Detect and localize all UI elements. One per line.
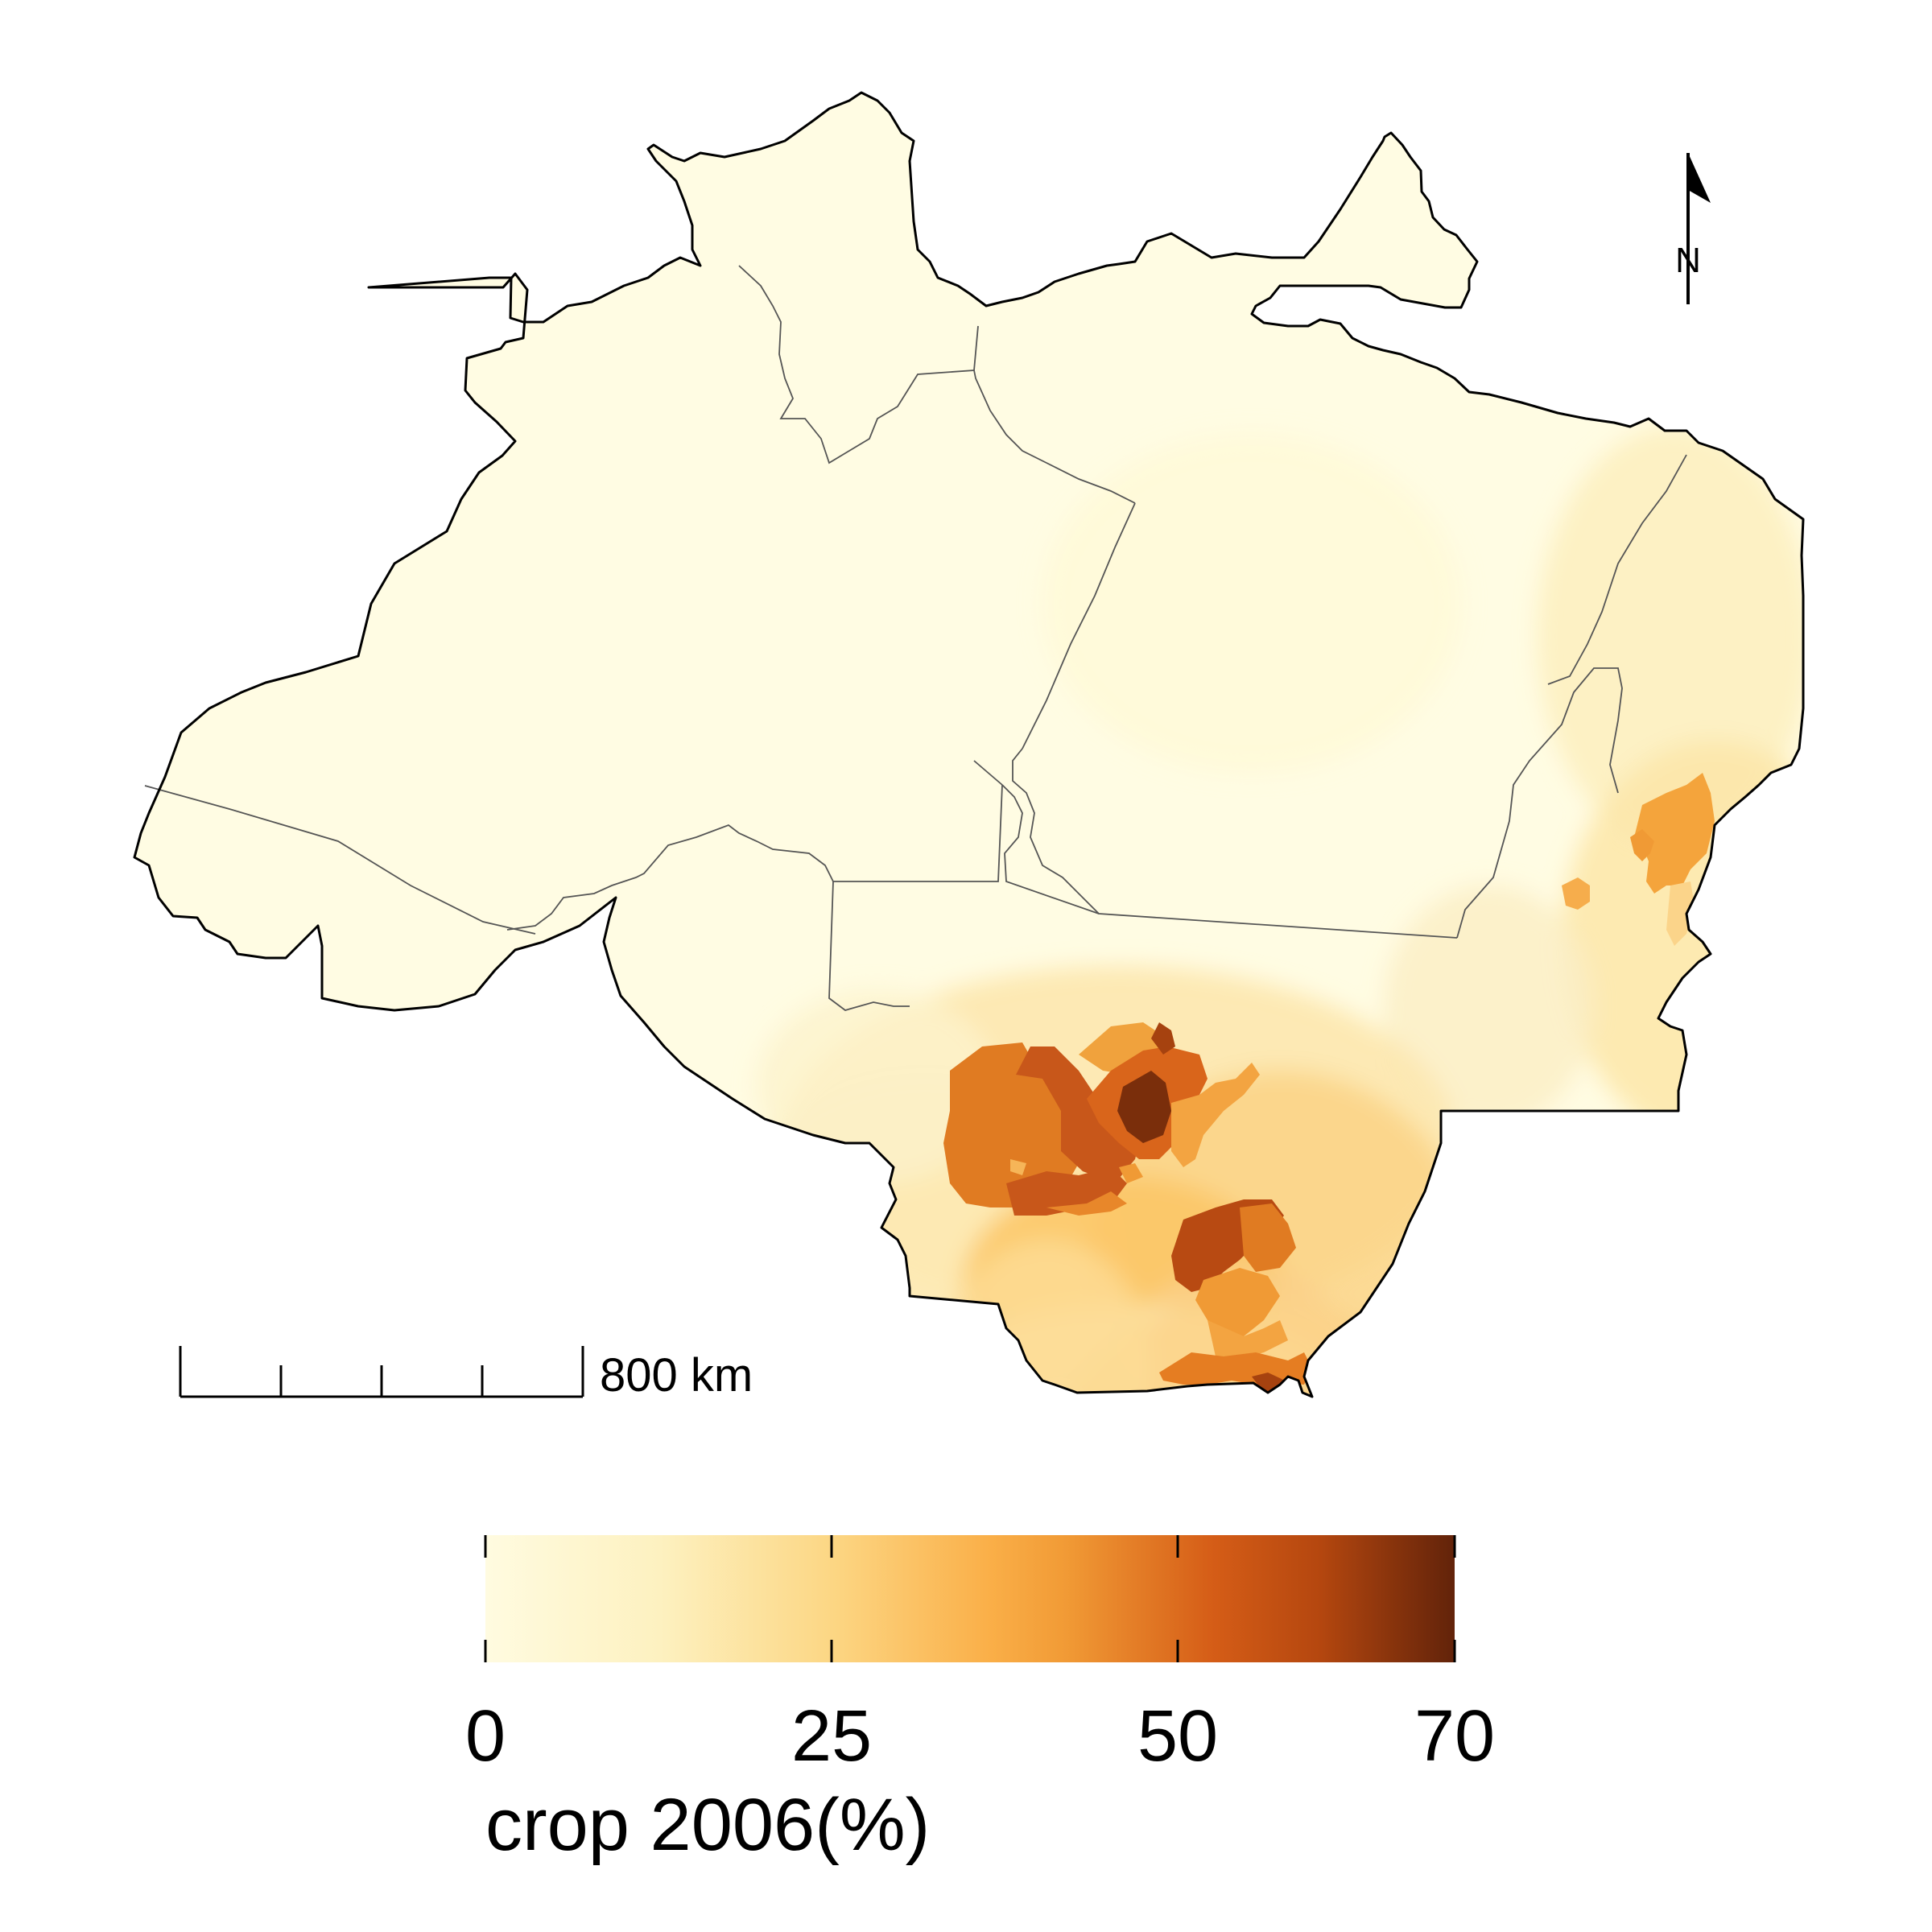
scale-bar [179, 1346, 584, 1398]
legend: 0 25 50 70 crop 2006(%) [465, 1535, 1495, 1866]
legend-tick-label: 50 [1137, 1696, 1218, 1777]
legend-tick-label: 70 [1414, 1696, 1495, 1777]
scale-bar-label: 800 km [600, 1349, 753, 1402]
eastern-crop-areas [1562, 773, 1715, 946]
high-crop-areas [943, 1022, 1312, 1397]
legend-ticks: 0 25 50 70 [465, 1535, 1495, 1777]
north-label: N [1675, 241, 1701, 280]
legend-tick-label: 0 [465, 1696, 506, 1777]
legend-title: crop 2006(%) [485, 1784, 930, 1866]
legend-tick-label: 25 [791, 1696, 872, 1777]
state-borders [144, 265, 1687, 1011]
legend-colorbar [485, 1535, 1455, 1662]
north-arrow: N [1675, 153, 1711, 304]
north-arrow-icon [1686, 153, 1711, 304]
